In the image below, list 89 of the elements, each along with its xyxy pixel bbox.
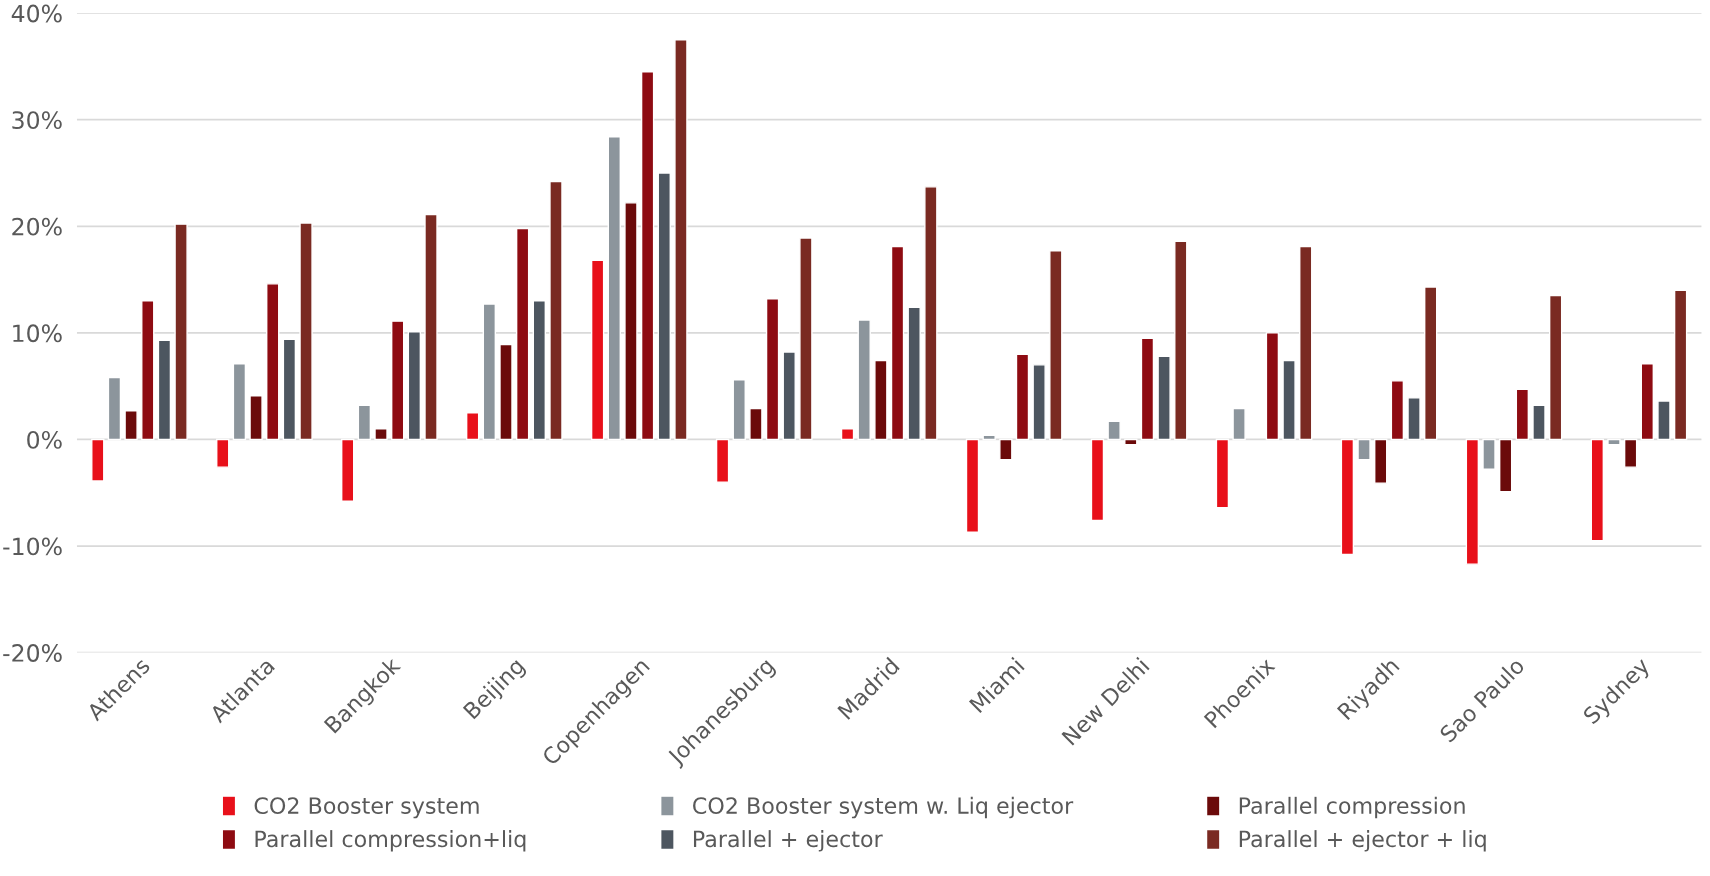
bar	[590, 259, 605, 441]
bar	[515, 227, 530, 441]
bar	[749, 407, 763, 441]
bar	[1623, 438, 1638, 468]
bar	[1532, 404, 1546, 441]
bar	[1215, 438, 1230, 509]
bar	[982, 434, 996, 441]
bar	[1015, 353, 1030, 441]
bar	[1157, 355, 1171, 441]
bar	[407, 331, 422, 441]
bar	[299, 222, 313, 441]
y-tick-label: 20%	[12, 217, 62, 236]
bar	[141, 300, 155, 441]
bar	[1465, 438, 1480, 565]
bar	[1032, 364, 1046, 441]
bar	[799, 237, 813, 441]
bar	[924, 186, 938, 441]
bar	[174, 223, 188, 441]
bar	[607, 136, 621, 441]
bar	[890, 245, 905, 441]
bar	[465, 412, 480, 441]
bar	[765, 298, 780, 441]
bar	[107, 376, 122, 441]
bar	[232, 363, 247, 441]
bar	[907, 306, 921, 441]
legend-label: CO2 Booster system	[254, 797, 479, 819]
bar	[1374, 438, 1388, 484]
legend-label: Parallel compression+liq	[255, 830, 526, 852]
y-tick-label: -20%	[3, 644, 62, 662]
bar	[1390, 380, 1405, 441]
bar	[157, 339, 172, 441]
bar	[1299, 245, 1313, 441]
bar	[624, 202, 638, 441]
bar	[266, 283, 280, 441]
y-tick-label: 10%	[13, 324, 62, 343]
bar	[1424, 286, 1438, 441]
bar	[657, 172, 671, 441]
bar	[341, 438, 355, 502]
bar	[1340, 438, 1355, 556]
bar	[1515, 388, 1530, 441]
bar	[674, 39, 688, 441]
bar	[1174, 240, 1188, 441]
bar	[1657, 400, 1671, 441]
bar	[1140, 337, 1155, 441]
bar	[374, 428, 388, 441]
bar	[282, 338, 297, 441]
legend-label: Parallel compression	[1239, 796, 1465, 819]
bar	[1673, 289, 1688, 441]
y-tick-label: 40%	[11, 4, 62, 23]
y-tick-label: -10%	[3, 537, 62, 556]
bar	[124, 409, 138, 441]
bar	[840, 428, 855, 441]
bar	[1090, 438, 1105, 522]
bar	[424, 213, 438, 441]
y-tick-label: 0%	[27, 430, 62, 449]
bar	[1357, 438, 1371, 461]
bar	[965, 438, 980, 533]
bar	[91, 438, 105, 482]
legend-label: Parallel + ejector + liq	[1239, 830, 1486, 852]
bar	[1640, 363, 1654, 441]
bar	[1498, 438, 1513, 493]
bar	[640, 71, 655, 441]
bar	[482, 303, 497, 441]
bar	[1107, 420, 1121, 441]
bar	[874, 359, 888, 441]
bar	[1049, 250, 1063, 441]
bar	[1232, 407, 1246, 441]
bar	[1482, 438, 1496, 470]
bar	[357, 404, 372, 441]
bar	[216, 438, 230, 468]
bar	[857, 319, 871, 441]
bar	[1548, 294, 1563, 441]
bar	[1265, 332, 1280, 441]
bar	[532, 300, 547, 441]
bar	[999, 438, 1013, 461]
legend-label: CO2 Booster system w. Liq ejector	[693, 796, 1074, 819]
bar	[1282, 359, 1296, 441]
bar	[499, 343, 513, 441]
y-tick-label: 30%	[12, 111, 62, 130]
bar	[782, 351, 796, 441]
bar	[1607, 438, 1621, 446]
bar	[549, 180, 563, 441]
bar	[1590, 438, 1605, 542]
bar	[390, 320, 405, 441]
legend-label: Parallel + ejector	[693, 830, 883, 852]
bar	[715, 438, 730, 483]
bar	[732, 379, 746, 441]
bar	[1407, 397, 1421, 441]
bar	[249, 395, 263, 441]
